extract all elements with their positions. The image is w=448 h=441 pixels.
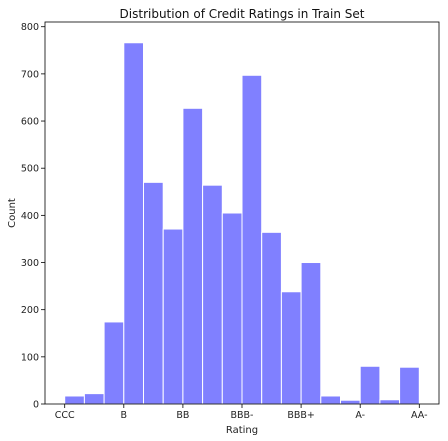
histogram-bar-15 — [359, 365, 381, 405]
x-tick-label-6: AA- — [411, 410, 427, 421]
y-tick-label-4: 400 — [21, 211, 39, 222]
histogram-bar-7 — [202, 184, 223, 405]
x-axis-title: Rating — [226, 425, 258, 436]
histogram-bar-6 — [182, 107, 204, 405]
histogram-bar-1 — [83, 393, 105, 405]
y-tick-label-0: 0 — [33, 400, 39, 411]
y-axis: 0 100 200 300 400 500 600 700 800 — [21, 22, 45, 411]
histogram-bar-12 — [300, 262, 322, 405]
x-tick-label-2: BB — [176, 410, 189, 421]
y-tick-label-3: 300 — [21, 258, 39, 269]
bars-group — [64, 42, 420, 405]
y-tick-label-1: 100 — [21, 352, 39, 363]
y-tick-label-7: 700 — [21, 69, 39, 80]
histogram-bar-16 — [379, 399, 401, 405]
histogram-bar-2 — [103, 321, 125, 405]
histogram-bar-13 — [320, 395, 341, 405]
histogram-bar-14 — [340, 399, 361, 405]
histogram-bar-8 — [221, 212, 243, 405]
histogram-bar-17 — [399, 366, 420, 405]
histogram-bar-4 — [143, 181, 164, 405]
x-tick-label-5: A- — [355, 410, 365, 421]
histogram-bar-5 — [162, 228, 184, 405]
x-tick-label-0: CCC — [55, 410, 75, 421]
y-tick-label-5: 500 — [21, 164, 39, 175]
chart-title: Distribution of Credit Ratings in Train … — [120, 7, 365, 21]
x-tick-label-4: BBB+ — [287, 410, 315, 421]
y-tick-label-2: 200 — [21, 305, 39, 316]
y-axis-title: Count — [7, 198, 18, 228]
histogram-bar-0 — [64, 395, 85, 405]
y-tick-label-6: 600 — [21, 117, 39, 128]
histogram-bar-11 — [280, 291, 302, 405]
histogram-bar-9 — [241, 74, 263, 405]
x-tick-label-3: BBB- — [231, 410, 254, 421]
histogram-bar-3 — [123, 42, 145, 405]
y-tick-label-8: 800 — [21, 22, 39, 33]
x-tick-label-1: B — [121, 410, 128, 421]
histogram-bar-10 — [261, 231, 282, 405]
